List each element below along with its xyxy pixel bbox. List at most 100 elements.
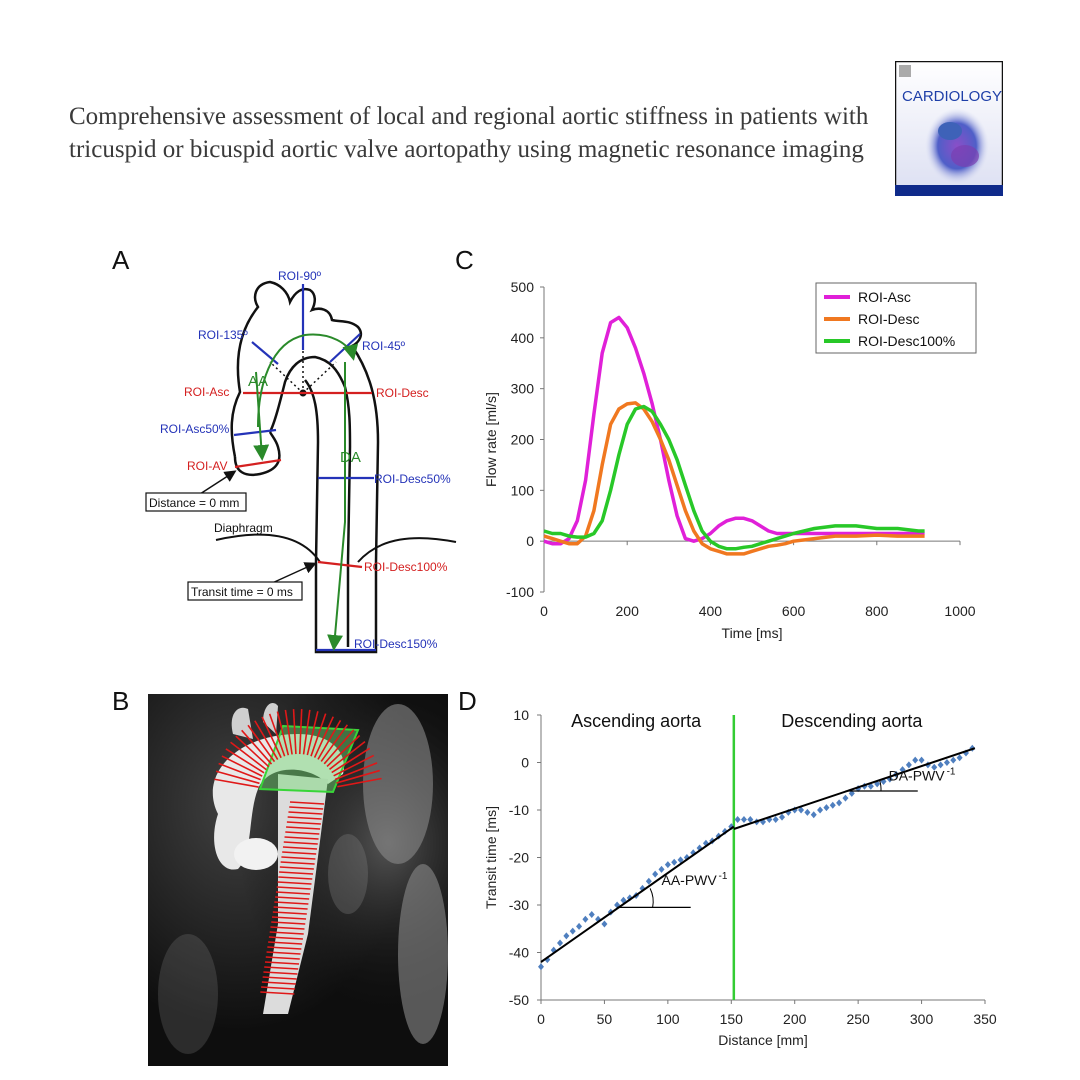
y-axis-label: Flow rate [ml/s]	[483, 392, 499, 487]
centerline-plane	[279, 871, 314, 875]
centerline-plane	[286, 826, 321, 830]
y-axis-label: Transit time [ms]	[483, 806, 499, 909]
x-tick-label: 250	[846, 1011, 870, 1027]
y-tick-label: -100	[506, 584, 534, 600]
x-tick-label: 400	[699, 603, 723, 619]
centerline-plane	[271, 921, 306, 925]
x-tick-label: 50	[597, 1011, 613, 1027]
data-point	[836, 799, 843, 807]
panel-letter-a: A	[112, 245, 130, 275]
legend-label: ROI-Desc100%	[858, 333, 955, 349]
y-tick-label: 0	[526, 533, 534, 549]
x-tick-label: 800	[865, 603, 889, 619]
fit-line	[540, 825, 735, 963]
centerline-plane	[260, 991, 295, 995]
data-point	[943, 759, 950, 766]
data-point	[937, 761, 944, 769]
annotation-da-pwv: DA-PWV	[889, 768, 946, 784]
centerline-plane	[266, 951, 301, 955]
centerline-plane	[288, 811, 323, 815]
slope-arc	[649, 888, 654, 908]
journal-brand: CARDIOLOGY	[902, 88, 1002, 105]
data-point	[550, 946, 557, 954]
centerline-plane	[333, 754, 375, 777]
centerline-plane	[337, 777, 382, 788]
x-axis-label: Time [ms]	[722, 625, 783, 641]
label-roi-135: ROI-135º	[198, 328, 248, 342]
centerline-plane	[271, 916, 307, 920]
centerline-plane	[268, 941, 303, 945]
centerline-plane	[241, 729, 273, 765]
annotation-superscript: -1	[719, 871, 728, 882]
centerline-plane	[323, 729, 355, 765]
annotation-superscript: -1	[947, 767, 956, 778]
aorta-inner-wall	[268, 355, 352, 647]
data-point	[798, 806, 805, 814]
centerline-plane	[331, 747, 371, 774]
region-label-descending: Descending aorta	[781, 711, 923, 731]
y-tick-label: 300	[511, 381, 535, 397]
centerline-plane	[276, 711, 290, 756]
fit-line	[733, 747, 976, 830]
centerline-plane	[265, 956, 300, 960]
data-point	[588, 911, 595, 918]
flow-rate-chart: -100 0 100 200 300 400 500 0 200 400 600 800 1000 Tim…	[483, 279, 977, 641]
centerline-plane	[230, 741, 267, 771]
centerline-plane	[306, 711, 319, 756]
centerline-plane	[225, 748, 265, 774]
data-point	[671, 858, 678, 866]
label-roi-desc50: ROI-Desc50%	[374, 472, 451, 486]
data-point	[747, 816, 754, 823]
centerline-plane	[272, 911, 307, 915]
data-point	[829, 801, 836, 809]
data-point	[664, 861, 671, 869]
data-point	[734, 816, 741, 823]
label-roi-desc: ROI-Desc	[376, 386, 429, 400]
data-point	[772, 816, 779, 823]
data-point	[652, 870, 659, 878]
series-line-roi-desc100-	[543, 404, 925, 551]
x-tick-label: 1000	[944, 603, 975, 619]
centerline-plane	[262, 976, 297, 980]
centerline-plane	[214, 778, 259, 788]
journal-cover: CARDIOLOGY	[894, 60, 1004, 197]
centerline-plane	[277, 881, 312, 885]
centerline-plane	[273, 906, 308, 910]
centerline-plane	[264, 961, 300, 965]
centerline-plane	[275, 891, 310, 895]
data-point	[842, 794, 849, 802]
centerline-plane	[274, 901, 309, 905]
y-tick-label: -30	[509, 897, 529, 913]
data-point	[557, 939, 564, 947]
centerline-plane	[267, 946, 302, 950]
heart-illustration	[925, 108, 989, 184]
centerline-plane	[261, 981, 296, 985]
y-tick-label: 10	[513, 707, 529, 723]
centerline-plane	[270, 926, 305, 930]
label-roi-desc150: ROI-Desc150%	[354, 637, 438, 651]
x-tick-label: 200	[783, 1011, 807, 1027]
centerline-plane	[279, 866, 314, 870]
label-roi-90: ROI-90º	[278, 269, 322, 283]
aorta-schematic: ROI-90º ROI-135º ROI-45º AA DA ROI-Asc R…	[145, 269, 457, 654]
centerline-plane	[302, 709, 311, 755]
data-point	[620, 896, 627, 904]
centerline-plane	[247, 724, 276, 763]
x-tick-label: 300	[910, 1011, 934, 1027]
legend-label: ROI-Desc	[858, 311, 919, 327]
x-tick-label: 0	[537, 1011, 545, 1027]
data-point	[683, 854, 690, 861]
panel-letter-b: B	[112, 686, 130, 716]
label-diaphragm: Diaphragm	[214, 521, 273, 535]
data-point	[823, 804, 830, 812]
data-point	[817, 806, 824, 814]
label-da: DA	[340, 449, 361, 466]
mri-image	[148, 694, 448, 1066]
centerline-plane	[298, 709, 303, 755]
annotation-aa-pwv: AA-PWV	[662, 872, 718, 888]
centerline-plane	[329, 741, 366, 771]
centerline-plane	[310, 713, 327, 757]
x-axis-label: Distance [mm]	[718, 1032, 807, 1048]
label-aa: AA	[248, 373, 268, 390]
